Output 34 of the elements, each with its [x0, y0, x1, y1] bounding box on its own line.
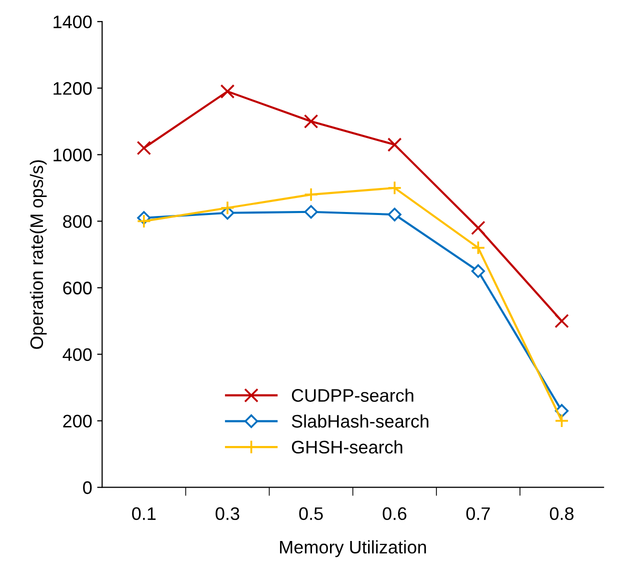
- x-tick-label: 0.7: [466, 507, 490, 520]
- point: [220, 200, 235, 216]
- point: [471, 240, 486, 255]
- x-axis-title: Memory Utilization: [280, 540, 426, 558]
- y-tick-label: 0: [83, 481, 92, 494]
- point: [136, 140, 152, 156]
- point: [554, 314, 569, 328]
- x-tick-label: 0.1: [132, 507, 156, 520]
- point: [304, 187, 318, 202]
- point: [554, 414, 569, 428]
- point: [136, 214, 152, 228]
- point: [471, 220, 486, 236]
- point: [220, 84, 235, 99]
- y-tick-label: 200: [63, 414, 92, 428]
- point: [304, 114, 318, 129]
- point: [387, 138, 402, 152]
- y-axis-title: Operation rate(M ops/s): [30, 160, 47, 349]
- y-tick-label: 1200: [54, 82, 92, 95]
- y-tick-label: 800: [63, 215, 92, 228]
- y-tick-label: 1400: [54, 16, 92, 28]
- legend-label: CUDPP-search: [292, 388, 414, 402]
- legend-label: SlabHash-search: [292, 414, 428, 428]
- y-tick-label: 1000: [54, 148, 92, 162]
- y-tick-label: 400: [62, 348, 92, 361]
- point: [304, 205, 318, 219]
- x-tick-label: 0.6: [382, 507, 406, 520]
- y-tick-label: 600: [63, 282, 92, 294]
- point: [388, 208, 402, 222]
- x-tick-label: 0.8: [550, 507, 574, 520]
- x-tick-label: 0.3: [216, 507, 240, 520]
- x-tick-label: 0.5: [299, 507, 323, 520]
- point: [471, 264, 485, 278]
- legend-label: GHSH-search: [292, 440, 402, 454]
- point: [387, 180, 402, 196]
